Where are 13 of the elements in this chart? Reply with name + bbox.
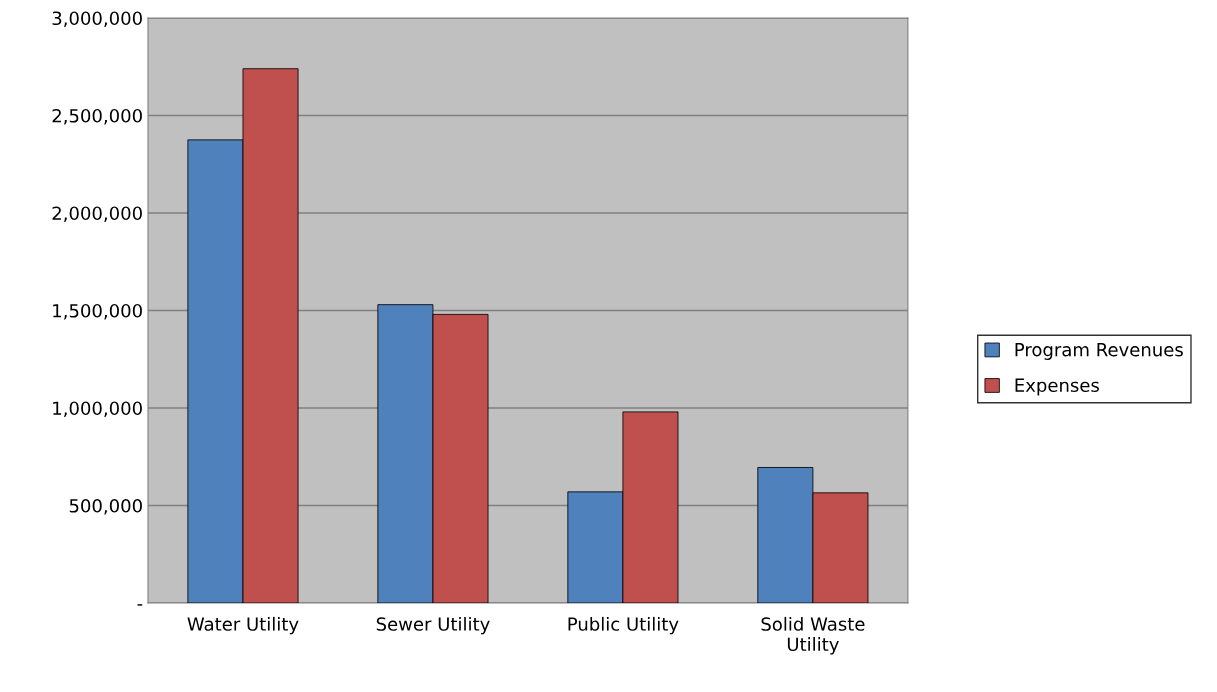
y-tick-label: 2,500,000 — [52, 108, 142, 125]
x-tick-label: Sewer Utility — [376, 616, 490, 635]
legend-label: Expenses — [1015, 378, 1099, 396]
y-tick-label: - — [137, 604, 143, 606]
x-tick-label: Public Utility — [568, 616, 679, 635]
y-tick-label: 2,000,000 — [52, 206, 142, 222]
x-tick-label: Water Utility — [187, 616, 299, 635]
y-tick-label: 500,000 — [69, 498, 142, 515]
x-tick-label: Solid Waste Utility — [761, 616, 865, 655]
legend-label: Program Revenues — [1015, 343, 1183, 360]
y-tick-label: 1,500,000 — [53, 303, 142, 320]
y-tick-label: 3,000,000 — [52, 11, 142, 27]
y-tick-label: 1,000,000 — [53, 401, 142, 417]
